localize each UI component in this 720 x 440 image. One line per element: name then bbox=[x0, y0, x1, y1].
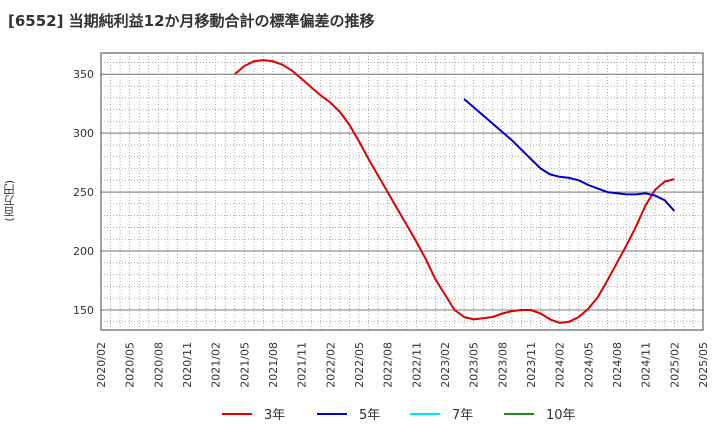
x-tick-label: 2022/11 bbox=[410, 342, 423, 388]
x-tick-label: 2021/05 bbox=[238, 342, 251, 388]
x-tick-label: 2023/08 bbox=[496, 342, 509, 388]
y-tick-label: 300 bbox=[73, 127, 94, 140]
x-tick-label: 2020/02 bbox=[95, 342, 108, 388]
x-tick-label: 2021/02 bbox=[210, 342, 223, 388]
x-tick-label: 2025/05 bbox=[697, 342, 710, 388]
x-tick-label: 2025/02 bbox=[668, 342, 681, 388]
x-tick-label: 2020/08 bbox=[152, 342, 165, 388]
x-tick-label: 2024/02 bbox=[554, 342, 567, 388]
chart-title: [6552] 当期純利益12か月移動合計の標準偏差の推移 bbox=[8, 12, 375, 30]
x-tick-label: 2020/11 bbox=[181, 342, 194, 388]
legend-label-2: 5年 bbox=[359, 408, 380, 423]
x-tick-label: 2022/05 bbox=[353, 342, 366, 388]
legend-label-3: 7年 bbox=[452, 408, 473, 423]
series-line-2 bbox=[463, 98, 676, 212]
x-tick-label: 2022/02 bbox=[324, 342, 337, 388]
x-tick-label: 2024/11 bbox=[640, 342, 653, 388]
legend-label-1: 3年 bbox=[264, 408, 285, 423]
y-tick-label: 150 bbox=[73, 304, 94, 317]
plot-area bbox=[101, 53, 703, 330]
x-tick-label: 2023/02 bbox=[439, 342, 452, 388]
y-tick-label: 200 bbox=[73, 245, 94, 258]
plot-frame bbox=[100, 52, 704, 331]
series-line-1 bbox=[234, 59, 675, 324]
x-tick-label: 2020/05 bbox=[124, 342, 137, 388]
x-tick-label: 2023/11 bbox=[525, 342, 538, 388]
y-tick-label: 350 bbox=[73, 68, 94, 81]
y-tick-label: 250 bbox=[73, 186, 94, 199]
x-tick-label: 2024/08 bbox=[611, 342, 624, 388]
x-tick-label: 2021/08 bbox=[267, 342, 280, 388]
x-tick-label: 2023/05 bbox=[468, 342, 481, 388]
x-tick-label: 2022/08 bbox=[382, 342, 395, 388]
legend-label-4: 10年 bbox=[546, 408, 576, 423]
x-tick-label: 2021/11 bbox=[296, 342, 309, 388]
x-tick-label: 2024/05 bbox=[582, 342, 595, 388]
